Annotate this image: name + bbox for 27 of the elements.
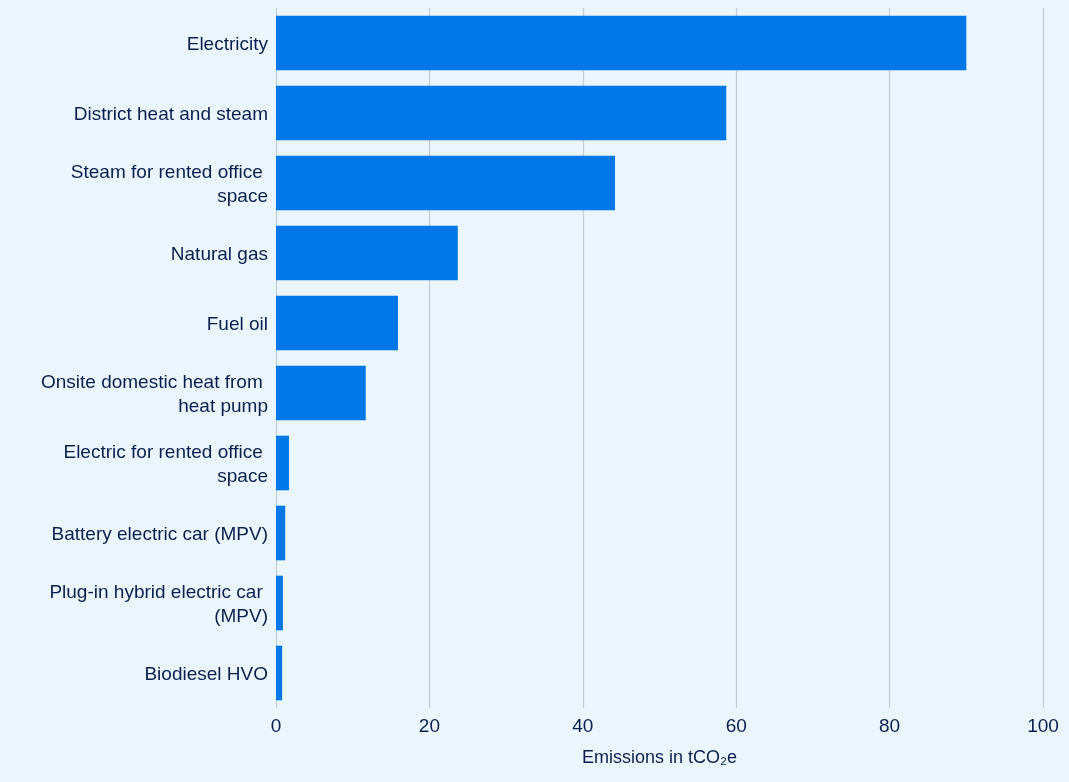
bar	[276, 85, 727, 141]
x-tick-label: 20	[418, 715, 440, 736]
x-axis-title: Emissions in tCO₂e	[581, 747, 738, 767]
y-tick-label: Onsite domestic heat from heat pump	[40, 370, 268, 416]
bar	[276, 15, 967, 71]
bar	[276, 295, 398, 351]
bar	[276, 505, 286, 561]
x-tick-label: 40	[572, 715, 594, 736]
bar	[276, 225, 458, 281]
y-tick-label: Electric for rented office space	[63, 440, 268, 486]
bar	[276, 155, 616, 211]
bar	[276, 575, 283, 631]
x-tick-label: 80	[879, 715, 901, 736]
y-tick-label: Battery electric car (MPV)	[51, 522, 268, 544]
y-tick-label: Fuel oil	[206, 312, 268, 334]
x-tick-label: 60	[725, 715, 747, 736]
y-tick-label: Biodiesel HVO	[144, 662, 268, 684]
bar	[276, 365, 366, 421]
bar	[276, 435, 290, 491]
y-tick-label: Electricity	[186, 32, 269, 54]
y-tick-label: Natural gas	[170, 242, 268, 264]
y-tick-label: District heat and steam	[73, 102, 268, 124]
bar	[276, 645, 283, 701]
y-tick-label: Steam for rented office space	[70, 160, 268, 206]
y-tick-label: Plug-in hybrid electric car (MPV)	[49, 580, 268, 626]
x-tick-label: 100	[1027, 715, 1059, 736]
x-tick-label: 0	[270, 715, 282, 736]
